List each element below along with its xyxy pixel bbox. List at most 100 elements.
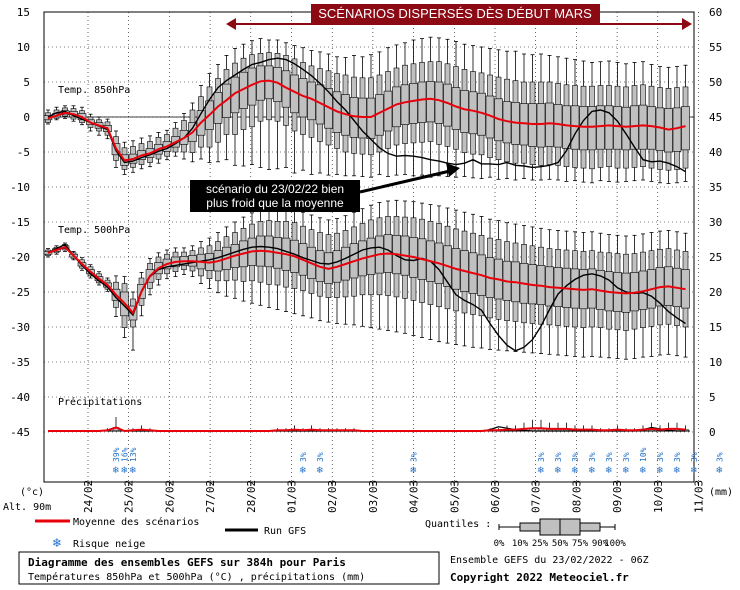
snow-probability-label: 3% — [716, 452, 725, 462]
snow-probability-label: 3% — [622, 452, 631, 462]
snowflake-icon: ❄ — [622, 466, 630, 476]
snow-marker: 3% ❄ — [410, 452, 419, 476]
temp850-box — [468, 45, 478, 179]
date-tick-label: 06/03 — [489, 480, 502, 513]
snowflake-icon: ❄ — [716, 466, 724, 476]
quantile-tick-label: 75% — [572, 539, 589, 549]
snowflake-icon: ❄ — [129, 466, 137, 476]
box-25-75 — [647, 106, 656, 150]
date-tick-label: 26/02 — [163, 480, 176, 513]
right-tick-label: 55 — [709, 41, 722, 54]
box-25-75 — [536, 103, 546, 148]
banner-text: SCÉNARIOS DISPERSÉS DÈS DÉBUT MARS — [318, 6, 592, 21]
snow-probability-label: 39% — [112, 447, 121, 462]
cold-scenario-annotation: scénario du 23/02/22 bien plus froid que… — [190, 163, 460, 212]
right-tick-label: 20 — [709, 286, 722, 299]
temp850-box — [290, 45, 299, 174]
legend-quantiles-label: Quantiles : — [425, 519, 491, 530]
temp850-box — [256, 38, 265, 168]
left-tick-label: -5 — [17, 146, 30, 159]
banner-arrow-right — [682, 18, 692, 30]
legend-mean-label: Moyenne des scénarios — [73, 516, 199, 528]
footer-copyright: Copyright 2022 Meteociel.fr — [450, 571, 629, 584]
snowflake-icon: ❄ — [554, 466, 562, 476]
box-25-75 — [417, 81, 427, 123]
snow-marker: 13% ❄ — [129, 447, 138, 476]
left-tick-label: 0 — [23, 111, 30, 124]
box-25-75 — [426, 81, 435, 123]
snowflake-icon: ❄ — [656, 466, 664, 476]
banner-box — [311, 4, 600, 23]
box-25-75 — [528, 103, 537, 147]
left-tick-label: -30 — [10, 321, 30, 334]
snowflake-icon: ❄ — [299, 466, 307, 476]
box-25-75 — [358, 97, 367, 139]
snow-probability-label: 3% — [588, 452, 597, 462]
snowflake-icon: ❄ — [571, 466, 579, 476]
snowflake-icon: ❄ — [690, 466, 698, 476]
annotation-arrow-head — [446, 163, 460, 177]
legend-run-label: Run GFS — [264, 526, 306, 537]
snow-marker: 3% ❄ — [605, 452, 614, 476]
left-tick-label: -25 — [10, 286, 30, 299]
x-axis: 24/02 25/02 26/02 27/02 28/02 01/03 02/03 03/03… — [82, 480, 706, 513]
left-tick-label: 10 — [17, 41, 30, 54]
snowflake-icon: ❄ — [121, 466, 129, 476]
box-25-75 — [570, 105, 580, 150]
legend: Moyenne des scénarios Run GFS ❄ Risque n… — [35, 516, 626, 550]
snowflake-icon: ❄ — [410, 466, 418, 476]
snowflake-icon: ❄ — [588, 466, 596, 476]
left-tick-label: 5 — [23, 76, 30, 89]
box-25-75 — [230, 76, 240, 114]
date-tick-label: 08/03 — [570, 480, 583, 513]
snow-probability-label: 10% — [639, 447, 648, 462]
box-25-75 — [596, 105, 605, 150]
box-25-75 — [264, 65, 274, 100]
quantile-tick-label: 90% — [592, 539, 609, 549]
box-25-75 — [613, 106, 622, 150]
snow-marker: 3% ❄ — [316, 452, 325, 476]
snowflake-icon: ❄ — [316, 466, 324, 476]
box-25-75 — [468, 91, 478, 135]
snow-probability-label: 3% — [605, 452, 614, 462]
panel-label-850: Temp. 850hPa — [58, 85, 130, 96]
date-tick-label: 27/02 — [204, 480, 217, 513]
right-tick-label: 40 — [709, 146, 722, 159]
date-tick-label: 28/02 — [245, 480, 258, 513]
right-tick-label: 10 — [709, 356, 722, 369]
right-tick-label: 45 — [709, 111, 722, 124]
quantile-tick-label: 50% — [552, 539, 569, 549]
box-25-75 — [400, 84, 410, 126]
snowflake-icon: ❄ — [537, 466, 545, 476]
mean-line-850 — [47, 79, 686, 162]
snowflake-icon: ❄ — [673, 466, 681, 476]
box-25-75 — [409, 83, 418, 124]
left-tick-label: -20 — [10, 251, 30, 264]
snow-probability-label: 13% — [129, 447, 138, 462]
right-tick-label: 30 — [709, 216, 722, 229]
snow-probability-label: 3% — [410, 452, 419, 462]
snow-marker: 3% ❄ — [622, 452, 631, 476]
temp850-box — [298, 47, 308, 171]
box-25-75 — [451, 87, 461, 130]
date-tick-label: 09/03 — [611, 480, 624, 513]
box-25-75 — [553, 104, 563, 148]
snow-marker: 3% ❄ — [690, 452, 699, 476]
temp850-box — [230, 48, 240, 166]
legend-snow-label: Risque neige — [73, 539, 145, 550]
left-tick-label: -45 — [10, 426, 30, 439]
banner-arrow-left — [226, 18, 236, 30]
left-unit-label: (°c) — [20, 487, 44, 498]
left-tick-label: 15 — [17, 6, 30, 19]
temp850-box — [400, 42, 410, 175]
left-tick-label: -10 — [10, 181, 30, 194]
date-tick-label: 01/03 — [286, 480, 299, 513]
snow-probability-label: 3% — [656, 452, 665, 462]
date-tick-label: 04/03 — [408, 480, 421, 513]
right-tick-label: 15 — [709, 321, 722, 334]
series-lines — [47, 57, 686, 433]
dispersion-banner: SCÉNARIOS DISPERSÉS DÈS DÉBUT MARS — [226, 4, 692, 30]
right-unit-label: (mm) — [709, 487, 733, 498]
temp850-box — [460, 43, 469, 177]
box-25-75 — [681, 106, 690, 151]
